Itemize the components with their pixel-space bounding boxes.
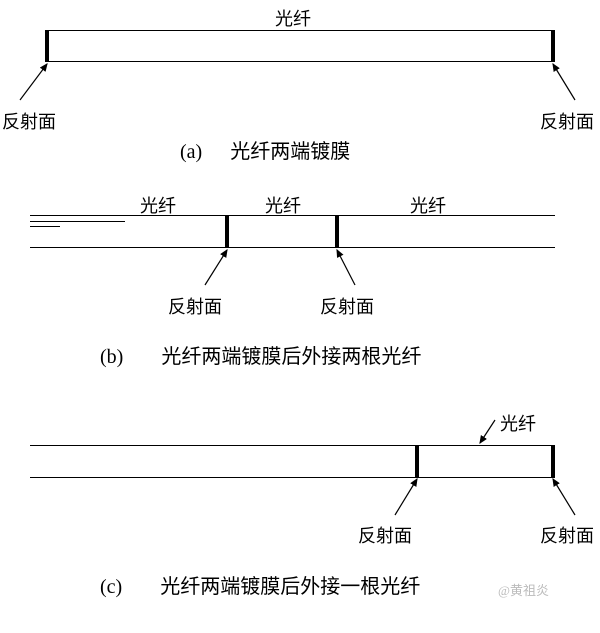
panel-c-letter: (c) [100, 576, 122, 598]
panel-c-left-reflect: 反射面 [358, 522, 412, 548]
watermark: @黄祖炎 [498, 580, 549, 599]
panel-c-caption-text: 光纤两端镀膜后外接一根光纤 [160, 576, 420, 598]
panel-c-caption: (c) 光纤两端镀膜后外接一根光纤 [100, 570, 420, 599]
panel-c-fiber-top: 光纤 [500, 410, 536, 436]
diagram-canvas: 光纤 反射面 反射面 (a) 光纤两端镀膜 光纤 光纤 光纤 反射面 反射面 (… [0, 0, 600, 633]
panel-c-right-reflect: 反射面 [540, 522, 594, 548]
panel-c-top-arrow [0, 0, 600, 633]
